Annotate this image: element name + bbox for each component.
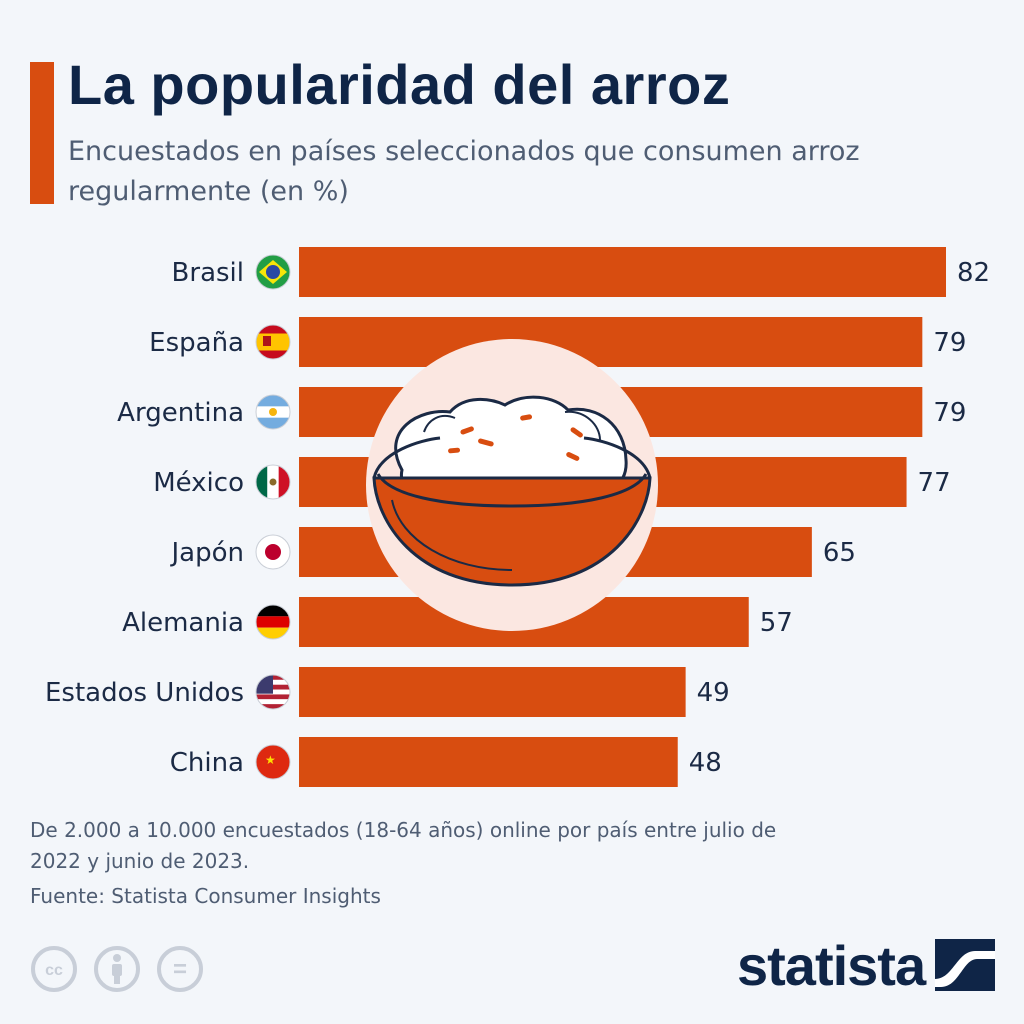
brazil-flag-icon <box>255 254 291 290</box>
china-flag-icon: ★ <box>255 744 291 780</box>
usa-flag-icon <box>255 674 291 710</box>
value-label: 79 <box>933 398 966 428</box>
value-label: 79 <box>933 328 966 358</box>
value-label: 82 <box>957 258 990 288</box>
value-label: 65 <box>823 538 856 568</box>
value-label: 49 <box>697 678 730 708</box>
survey-note: De 2.000 a 10.000 encuestados (18-64 año… <box>30 818 777 873</box>
category-label: México <box>153 468 244 498</box>
category-label: España <box>149 328 244 358</box>
chart-subtitle: Encuestados en países seleccionados que … <box>68 136 860 207</box>
bar-6 <box>299 667 686 717</box>
category-label: Alemania <box>122 608 244 638</box>
no-derivatives-icon-text: = <box>173 956 187 983</box>
statista-mark-icon <box>935 939 996 991</box>
bar-chart: Brasil 82 España 79 Argentina 79 México 77 Japón… <box>45 247 990 787</box>
value-label: 77 <box>918 468 951 498</box>
category-label: China <box>170 748 244 778</box>
argentina-flag-icon <box>255 394 291 430</box>
value-label: 48 <box>689 748 722 778</box>
value-label: 57 <box>760 608 793 638</box>
no-derivatives-icon[interactable]: = <box>156 945 204 993</box>
cc-icon[interactable]: cc <box>30 945 78 993</box>
category-label: Estados Unidos <box>45 678 244 708</box>
category-label: Brasil <box>172 258 244 288</box>
spain-flag-icon <box>255 324 291 360</box>
cc-icon-text: cc <box>45 962 63 979</box>
brand-name: statista <box>737 933 926 997</box>
bar-1 <box>299 317 923 367</box>
japan-flag-icon <box>255 534 291 570</box>
category-label: Argentina <box>117 398 244 428</box>
attribution-icon[interactable] <box>93 945 141 993</box>
statista-logo[interactable]: statista <box>737 930 996 1000</box>
accent-bar <box>30 62 54 204</box>
germany-flag-icon <box>255 604 291 640</box>
mexico-flag-icon <box>255 464 291 500</box>
bar-0 <box>299 247 946 297</box>
bar-7 <box>299 737 678 787</box>
rice-bowl-icon <box>366 339 658 631</box>
category-label: Japón <box>170 538 245 568</box>
svg-text:★: ★ <box>265 753 276 767</box>
chart-title: La popularidad del arroz <box>68 53 731 116</box>
source-line: Fuente: Statista Consumer Insights <box>30 884 381 908</box>
